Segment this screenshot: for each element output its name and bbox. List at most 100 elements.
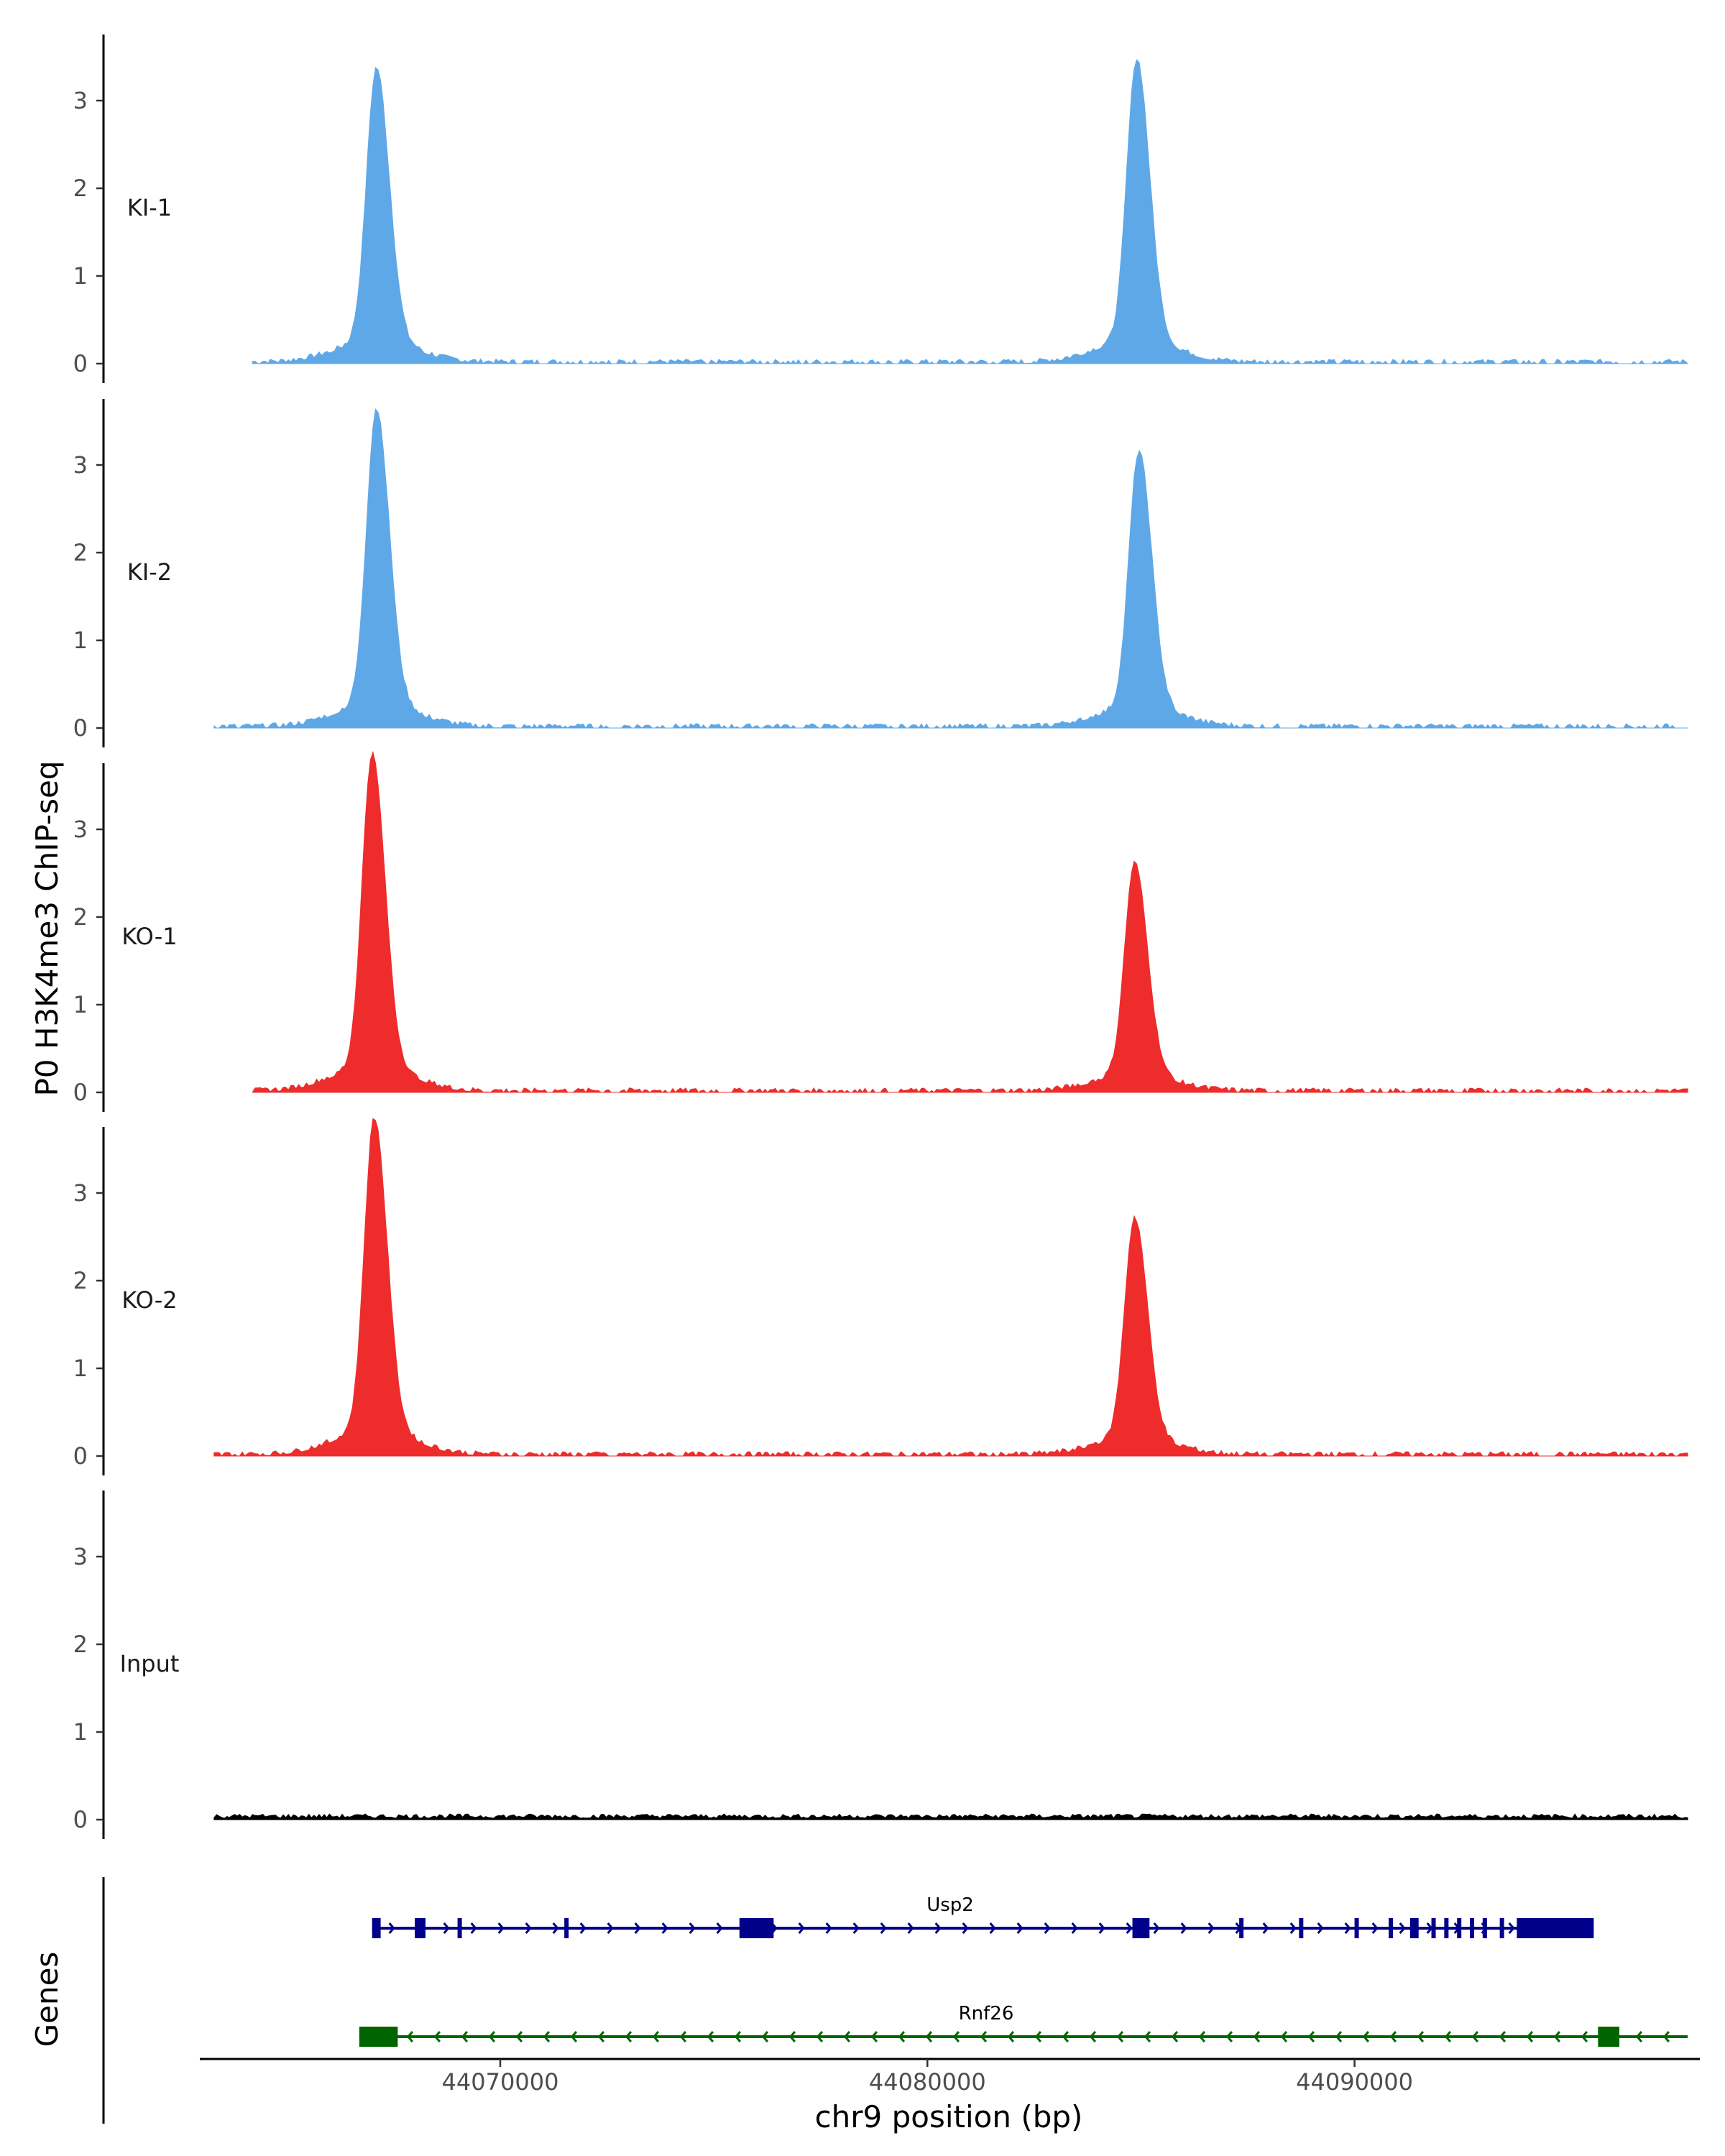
strand-arrow: [1508, 1922, 1515, 1934]
exon: [372, 1918, 381, 1938]
track-label: KI-1: [127, 194, 172, 221]
strand-arrow: [880, 1922, 887, 1934]
strand-arrow: [934, 1922, 942, 1934]
strand-arrow: [925, 2031, 933, 2042]
strand-arrow: [470, 1922, 477, 1934]
strand-arrow: [1335, 2031, 1343, 2042]
strand-arrow: [488, 2031, 496, 2042]
strand-arrow: [989, 1922, 996, 1934]
y-tick-label: 3: [73, 451, 88, 479]
strand-arrow: [497, 1922, 505, 1934]
exon: [1132, 1918, 1150, 1938]
strand-arrow: [652, 2031, 660, 2042]
strand-arrow: [761, 2031, 769, 2042]
y-tick-label: 0: [73, 714, 88, 742]
strand-arrow: [1389, 2031, 1397, 2042]
x-tick-label: 44080000: [869, 2068, 986, 2096]
y-tick-label: 3: [73, 87, 88, 114]
strand-arrow: [1289, 1922, 1297, 1934]
x-axis: 44070000 44080000 44090000: [200, 2058, 1700, 2096]
y-tick-label: 3: [73, 1543, 88, 1570]
strand-arrow: [1399, 1922, 1406, 1934]
track-label: Input: [120, 1650, 180, 1677]
strand-arrow: [1116, 2031, 1124, 2042]
track-label: KI-2: [127, 558, 172, 586]
strand-arrow: [1317, 1922, 1324, 1934]
coverage-area: [252, 750, 1688, 1093]
track-label: KO-2: [121, 1286, 177, 1314]
strand-arrow: [1371, 1922, 1379, 1934]
strand-arrow: [898, 2031, 906, 2042]
strand-arrow: [1062, 2031, 1070, 2042]
strand-arrow: [1225, 2031, 1233, 2042]
exon: [1470, 1918, 1475, 1938]
exon: [1457, 1918, 1462, 1938]
strand-arrow: [1253, 2031, 1261, 2042]
strand-arrow: [1280, 2031, 1288, 2042]
strand-arrow: [1635, 2031, 1643, 2042]
strand-arrow: [634, 1922, 641, 1934]
strand-arrow: [406, 2031, 414, 2042]
strand-arrow: [525, 1922, 532, 1934]
strand-arrow: [1016, 1922, 1024, 1934]
x-tick-label: 44070000: [442, 2068, 559, 2096]
strand-arrow: [1362, 2031, 1370, 2042]
exon: [359, 2027, 398, 2047]
strand-arrow: [597, 2031, 605, 2042]
strand-arrow: [679, 2031, 687, 2042]
strand-arrow: [1034, 2031, 1042, 2042]
strand-arrow: [570, 2031, 578, 2042]
strand-arrow: [607, 1922, 614, 1934]
strand-arrow: [1344, 1922, 1351, 1934]
exon: [1499, 1918, 1504, 1938]
x-tick-label: 44090000: [1296, 2068, 1413, 2096]
strand-arrow: [734, 2031, 742, 2042]
strand-arrow: [1417, 2031, 1425, 2042]
strand-arrow: [907, 1922, 914, 1934]
exon: [415, 1918, 426, 1938]
exon: [457, 1918, 462, 1938]
gene-usp2: Usp2: [372, 1894, 1594, 1938]
x-axis-title: chr9 position (bp): [815, 2099, 1083, 2134]
strand-arrow: [661, 1922, 668, 1934]
y-tick-label: 1: [73, 1355, 88, 1382]
strand-arrow: [825, 1922, 832, 1934]
strand-arrow: [1044, 1922, 1051, 1934]
strand-arrow: [388, 1922, 395, 1934]
strand-arrow: [1471, 2031, 1479, 2042]
strand-arrow: [1180, 1922, 1187, 1934]
y-tick-label: 0: [73, 1442, 88, 1470]
strand-arrow: [952, 2031, 960, 2042]
strand-arrow: [461, 2031, 469, 2042]
genes-layer: Usp2 Rnf26: [102, 1877, 1688, 2124]
gene-name: Usp2: [926, 1894, 974, 1916]
strand-arrow: [625, 2031, 632, 2042]
exon: [1517, 1918, 1594, 1938]
strand-arrow: [852, 1922, 860, 1934]
strand-arrow: [1262, 1922, 1269, 1934]
strand-arrow: [1499, 2031, 1506, 2042]
exon: [1354, 1918, 1359, 1938]
strand-arrow: [1526, 2031, 1534, 2042]
strand-arrow: [1198, 2031, 1206, 2042]
strand-arrow: [1071, 1922, 1078, 1934]
track-ko-2: 0 1 2 3 KO-2: [73, 1118, 1688, 1475]
strand-arrow: [433, 2031, 441, 2042]
strand-arrow: [515, 2031, 523, 2042]
strand-arrow: [1126, 1922, 1133, 1934]
y-tick-label: 2: [73, 1631, 88, 1658]
y-tick-label: 1: [73, 627, 88, 654]
y-tick-label: 2: [73, 903, 88, 931]
track-ki-2: 0 1 2 3 KI-2: [73, 399, 1688, 747]
gene-rnf26: Rnf26: [359, 2003, 1688, 2047]
coverage-area: [213, 1118, 1688, 1457]
strand-arrow: [1307, 2031, 1315, 2042]
gene-name: Rnf26: [959, 2003, 1014, 2024]
exon: [1299, 1918, 1304, 1938]
strand-arrow: [1662, 2031, 1670, 2042]
track-ki-1: 0 1 2 3 KI-1: [73, 34, 1688, 383]
y-axis-title: P0 H3K4me3 ChIP-seq: [29, 760, 65, 1096]
strand-arrow: [1089, 2031, 1097, 2042]
coverage-area: [213, 1813, 1688, 1820]
